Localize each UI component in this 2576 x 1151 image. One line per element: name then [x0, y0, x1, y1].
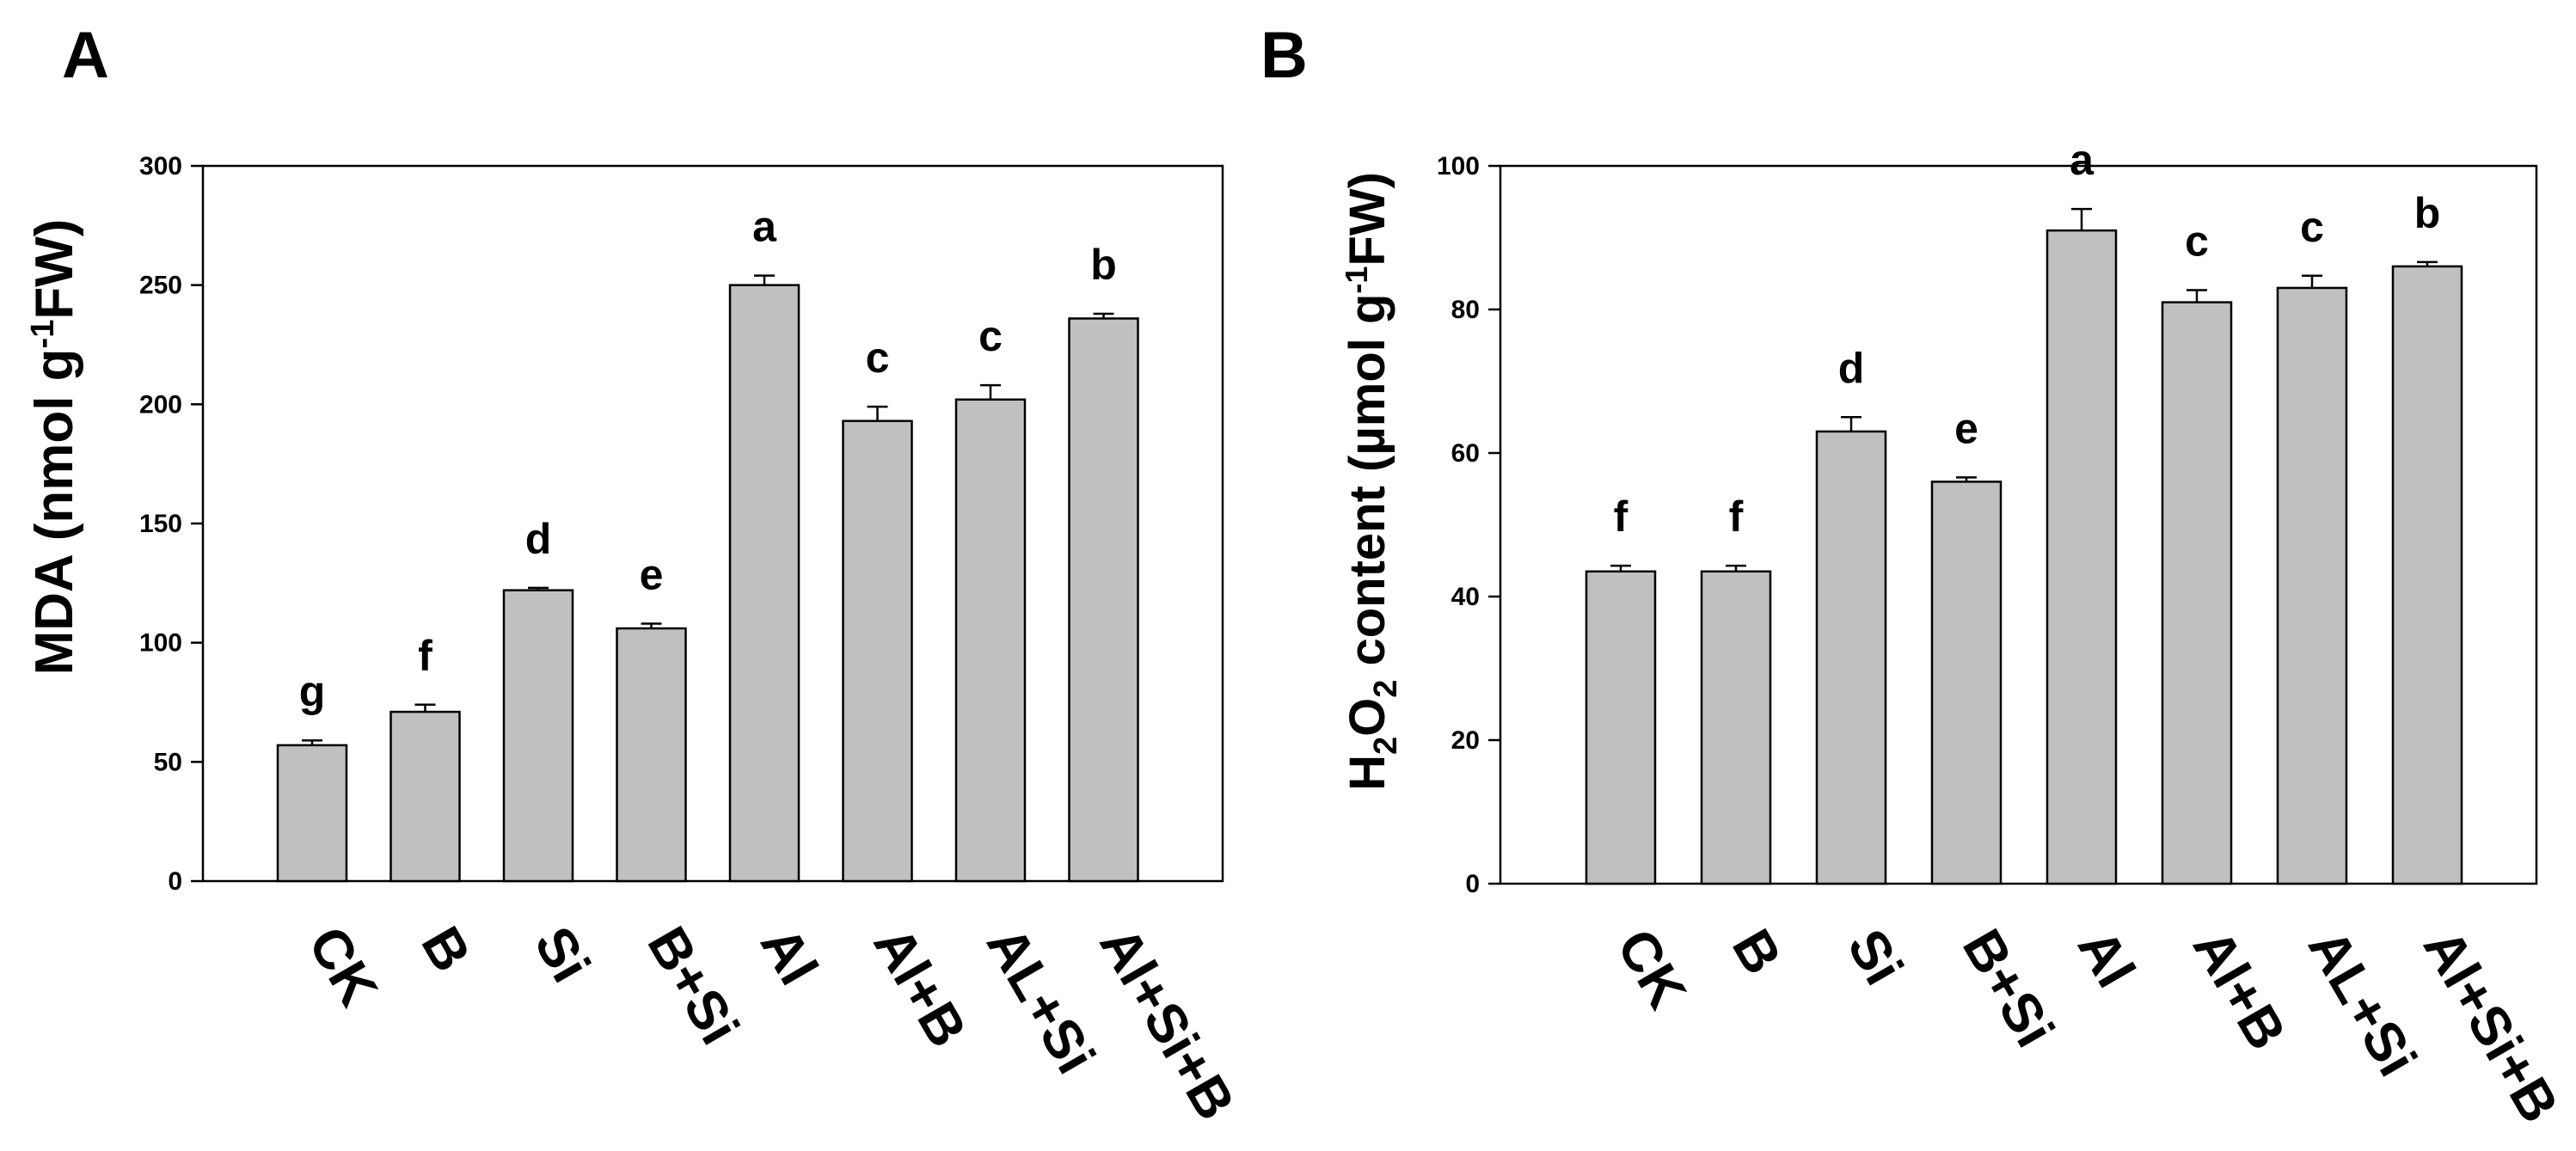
y-tick-label-a: 300 [139, 152, 182, 181]
x-category-label-b: AL+Si [2297, 919, 2429, 1087]
plot-area-a: 0 50 100 150 200 250 300 g CK f Bd Si e B+Si a Al c Al+B c… [139, 152, 1248, 1130]
significance-letter-b: a [2070, 136, 2095, 184]
significance-letter-a: f [418, 632, 432, 680]
bar-b [2161, 301, 2233, 885]
x-category-label-b: Al [2066, 919, 2147, 997]
panel-a: A MDA (nmol g-1FW) 0 50 100 150 200 250 300 g CK… [25, 19, 1247, 1130]
x-category-label-a: Si [523, 916, 603, 992]
significance-letter-a: b [1090, 241, 1117, 289]
bar-b [1700, 570, 1772, 885]
significance-letter-b: b [2414, 189, 2441, 237]
x-category-label-a: CK [297, 916, 390, 1016]
significance-letter-b: d [1838, 344, 1865, 392]
bar-b [1585, 570, 1657, 885]
significance-letter-b: c [2185, 217, 2209, 265]
x-category-label-a: Al+Si+B [1088, 916, 1247, 1130]
x-category-label-b: B+Si [1951, 919, 2066, 1057]
x-category-label-b: Al+B [2181, 919, 2298, 1060]
x-category-label-a: B [409, 916, 482, 982]
bar-b [2391, 265, 2463, 885]
panel-label-b: B [1260, 19, 1308, 92]
significance-letter-a: a [752, 203, 777, 251]
significance-letter-b: c [2300, 203, 2324, 251]
y-tick-label-a: 150 [139, 510, 182, 538]
y-tick-label-a: 0 [168, 867, 182, 896]
y-tick-label-b: 20 [1451, 726, 1480, 755]
y-tick-label-b: 40 [1451, 583, 1480, 611]
significance-letter-a: c [866, 334, 890, 382]
bar-a [954, 398, 1027, 883]
x-category-label-b: B [1720, 919, 1794, 984]
bar-a [616, 627, 687, 883]
y-axis-label-b-h: H [1340, 755, 1395, 791]
y-tick-label-a: 250 [139, 272, 182, 300]
bar-a [842, 419, 913, 883]
bar-a [389, 710, 461, 883]
significance-letter-b: e [1954, 404, 1978, 452]
y-tick-label-a: 50 [154, 748, 182, 776]
x-category-label-a: Al+B [862, 916, 978, 1057]
y-axis-label-b-tail: FW) [1340, 172, 1395, 266]
x-category-label-b: Si [1836, 919, 1916, 995]
y-axis-label-a: MDA (nmol g-1FW) [25, 219, 84, 676]
panel-label-a: A [62, 19, 109, 92]
y-axis-label-b-sub2: 2 [1368, 680, 1404, 698]
significance-letter-a: d [525, 515, 552, 563]
y-tick-label-a: 100 [139, 629, 182, 658]
bar-b [2045, 229, 2118, 885]
x-category-label-a: Al [749, 916, 830, 995]
bar-b [2276, 286, 2348, 885]
bar-a [502, 589, 574, 883]
bar-b [1930, 481, 2003, 885]
y-axis-label-a-sup: -1 [25, 320, 61, 349]
y-tick-label-b: 60 [1451, 439, 1480, 468]
y-axis-label-a-tail: FW) [25, 219, 84, 320]
significance-letter-b: f [1729, 493, 1744, 541]
panel-b: B H2O2 content (µmol g-1FW) 020406080100… [1260, 19, 2571, 1133]
y-axis-label-b: H2O2 content (µmol g-1FW) [1339, 172, 1404, 791]
x-category-label-b: CK [1605, 919, 1699, 1019]
significance-letter-b: f [1614, 493, 1628, 541]
y-tick-label-b: 80 [1451, 296, 1480, 324]
y-axis-label-b-sup: -1 [1339, 266, 1374, 294]
y-tick-label-b: 100 [1437, 152, 1480, 181]
y-axis-label-b-main: content (µmol g [1340, 294, 1395, 680]
plot-area-b: 0 20 40 60 80 100 f CK f Bd Si e B+Si a Al c Al+B c AL+Si b… [1437, 136, 2571, 1132]
bar-a [1068, 317, 1139, 883]
y-tick-label-a: 200 [139, 390, 182, 419]
x-category-label-a: AL+Si [975, 916, 1107, 1084]
bar-a [276, 744, 348, 883]
significance-letter-a: g [299, 667, 326, 715]
bar-a [728, 284, 800, 883]
y-tick-label-b: 0 [1465, 870, 1480, 898]
y-axis-label-b-sub1: 2 [1368, 737, 1404, 755]
y-axis-label-b-o: O [1340, 698, 1395, 737]
x-category-label-a: B+Si [635, 916, 751, 1055]
bar-b [1815, 430, 1887, 885]
y-axis-label-a-main: MDA (nmol g [25, 348, 84, 675]
x-category-label-b: Al+Si+B [2412, 919, 2571, 1133]
plot-frame-b [1499, 164, 2538, 885]
significance-letter-a: c [978, 312, 1003, 360]
significance-letter-a: e [640, 550, 664, 598]
